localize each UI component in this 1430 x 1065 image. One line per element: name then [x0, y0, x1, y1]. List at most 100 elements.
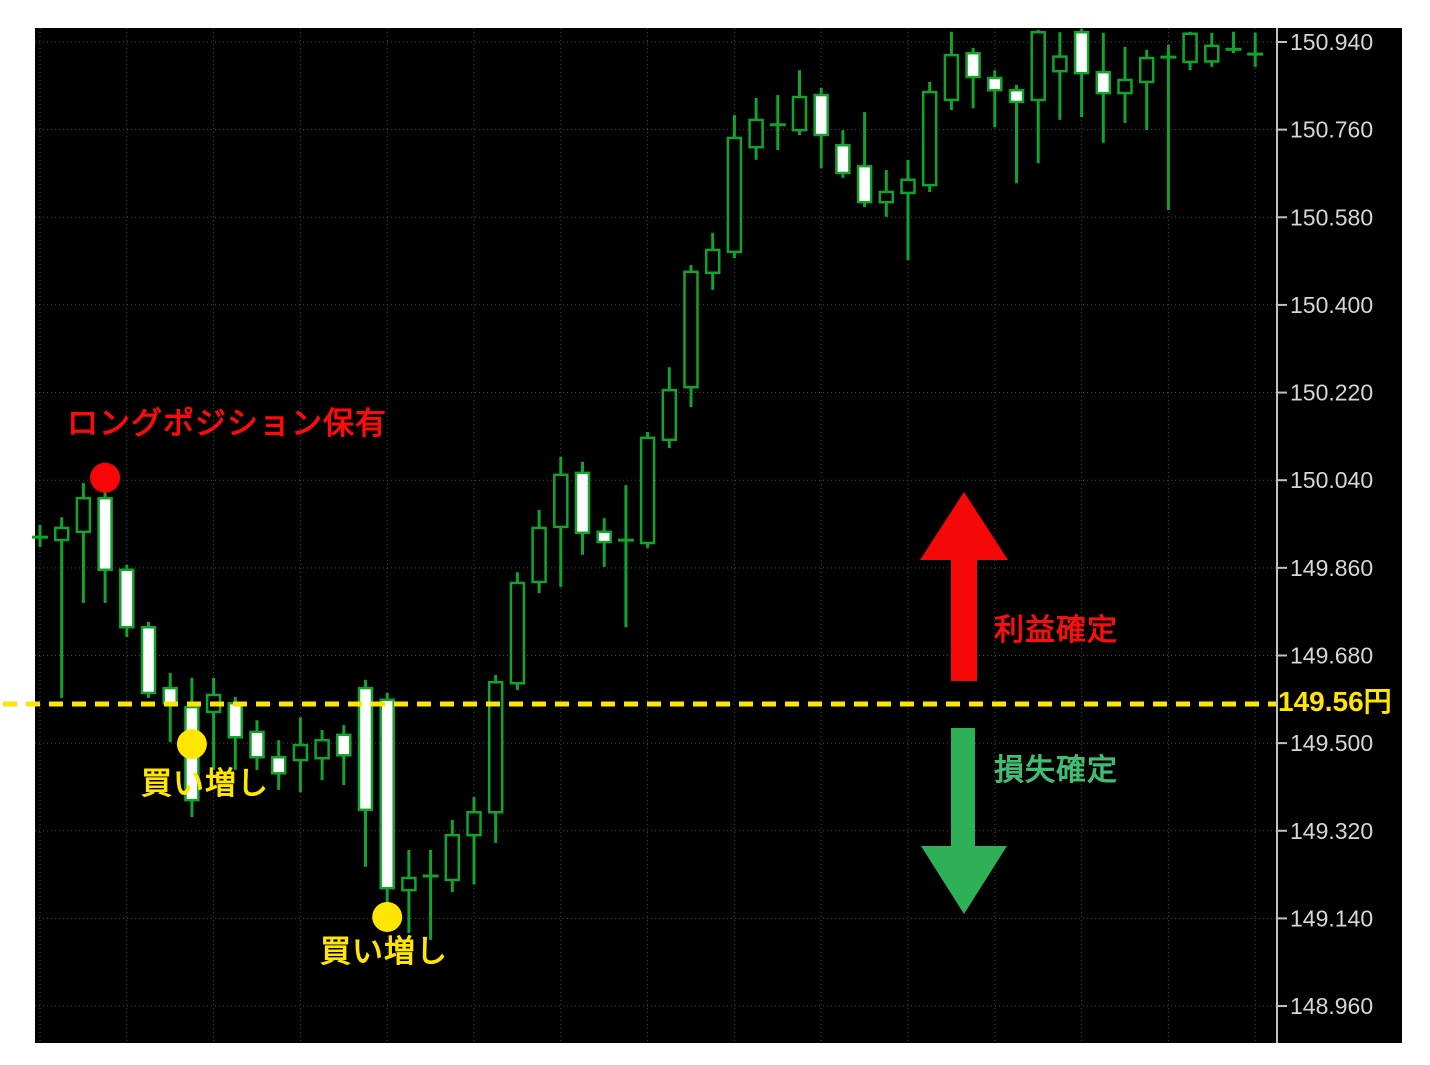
loss-cut-annotation: 損失確定 — [994, 754, 1118, 787]
candle-39 — [878, 170, 895, 217]
candle-20 — [466, 797, 482, 885]
candle-body — [53, 526, 70, 542]
loss-cut-arrow — [921, 728, 1007, 914]
y-axis-label: 149.860 — [1290, 555, 1373, 581]
candle-body — [466, 811, 482, 837]
take-profit-annotation: 利益確定 — [994, 614, 1118, 647]
candle-35 — [791, 70, 808, 135]
candle-body — [1117, 78, 1133, 95]
candle-body — [683, 270, 699, 389]
candle-body — [75, 496, 92, 534]
candle-0 — [32, 524, 48, 547]
candle-45 — [1008, 84, 1025, 184]
candle-53 — [1182, 31, 1198, 71]
candle-body — [249, 730, 265, 759]
candle-24 — [553, 456, 569, 587]
candle-51 — [1138, 49, 1155, 131]
y-axis-label: 150.220 — [1290, 380, 1373, 406]
candle-3 — [97, 489, 113, 603]
candle-56 — [1247, 32, 1264, 67]
candle-28 — [639, 431, 656, 548]
candle-38 — [856, 112, 873, 208]
y-axis-label: 149.680 — [1290, 642, 1373, 668]
candle-36 — [813, 87, 829, 169]
candle-body — [97, 496, 113, 572]
candle-body — [1052, 55, 1068, 73]
candle-5 — [140, 621, 157, 698]
candle-9 — [227, 696, 244, 770]
y-axis-label: 150.580 — [1290, 204, 1373, 230]
candle-body — [1204, 44, 1220, 63]
candle-body — [1030, 31, 1046, 102]
candle-body — [227, 701, 244, 739]
y-axis-label: 150.760 — [1290, 117, 1373, 143]
candle-41 — [921, 81, 938, 192]
y-axis-label: 149.140 — [1290, 905, 1373, 931]
y-axis-label: 150.040 — [1290, 467, 1373, 493]
candle-body — [444, 833, 461, 882]
long-position-annotation: ロングポジション保有 — [67, 406, 387, 441]
candle-body — [726, 136, 743, 254]
candle-body — [921, 90, 938, 187]
candle-55 — [1225, 31, 1242, 54]
candle-body — [748, 118, 764, 149]
candle-43 — [965, 47, 981, 109]
candle-body — [835, 143, 851, 175]
candle-44 — [987, 70, 1003, 128]
grid — [35, 28, 1276, 1043]
y-axis-label: 149.320 — [1290, 818, 1373, 844]
long-entry-dot — [90, 462, 121, 493]
y-axis-label: 148.960 — [1290, 993, 1373, 1019]
candle-body — [1095, 70, 1112, 95]
candle-26 — [596, 518, 612, 567]
candle-body — [401, 876, 417, 892]
add-buy-dot-1 — [176, 729, 207, 760]
candle-body — [965, 51, 981, 79]
candle-body — [531, 526, 547, 584]
candle-42 — [943, 31, 960, 111]
candle-1 — [53, 517, 70, 698]
y-axis-label: 150.400 — [1290, 292, 1373, 318]
candle-21 — [487, 674, 504, 843]
candle-47 — [1052, 32, 1068, 120]
candle-52 — [1160, 44, 1177, 210]
candle-body — [813, 93, 829, 137]
candle-body — [140, 625, 157, 695]
candle-48 — [1073, 28, 1090, 117]
candles — [32, 28, 1264, 940]
candle-14 — [336, 725, 352, 785]
candle-33 — [748, 97, 764, 160]
candle-body — [162, 686, 178, 705]
candle-body — [314, 738, 330, 760]
candle-body — [704, 248, 721, 275]
candle-body — [878, 190, 895, 204]
candle-16 — [379, 692, 395, 903]
take-profit-arrow — [920, 492, 1008, 681]
candle-32 — [726, 115, 743, 259]
candle-body — [292, 743, 309, 762]
candle-body — [336, 733, 352, 757]
candle-body — [574, 471, 591, 535]
add-buy-annotation-2: 買い増し — [320, 934, 448, 969]
candle-15 — [357, 679, 374, 867]
candle-body — [943, 53, 960, 102]
candle-body — [661, 388, 678, 442]
candle-body — [1073, 31, 1090, 75]
candle-25 — [574, 461, 591, 555]
candle-19 — [444, 820, 461, 893]
candle-body — [119, 568, 135, 629]
candle-body — [379, 698, 395, 890]
candle-body — [639, 436, 656, 545]
candle-body — [553, 473, 569, 529]
add-buy-annotation-1: 買い増し — [141, 766, 269, 801]
price-line-label: 149.56円 — [1278, 686, 1392, 717]
candle-18 — [422, 849, 439, 940]
candle-body — [900, 178, 916, 195]
candle-body — [1008, 88, 1025, 104]
y-axis-label: 150.940 — [1290, 29, 1373, 55]
candle-22 — [509, 572, 526, 691]
candle-40 — [900, 159, 916, 261]
candle-body — [987, 76, 1003, 92]
